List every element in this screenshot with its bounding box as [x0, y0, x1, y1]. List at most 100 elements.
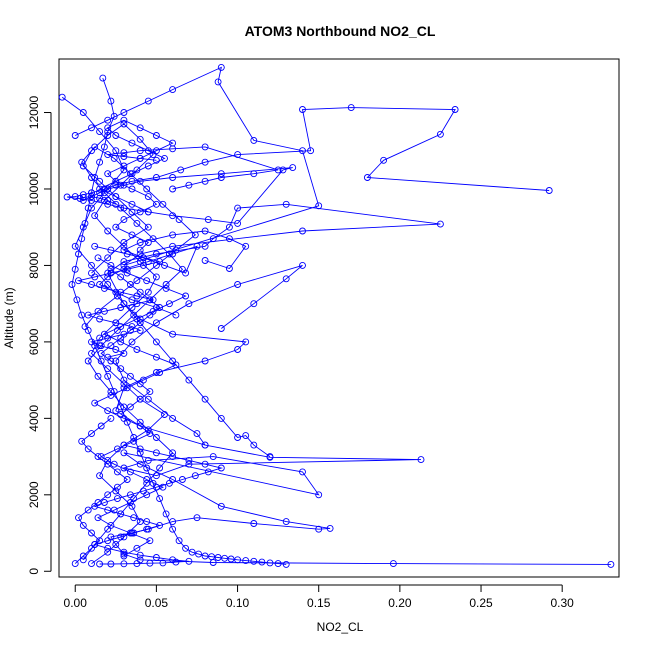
data-point [136, 154, 144, 162]
data-point [234, 346, 242, 353]
data-point [113, 468, 121, 476]
data-point [107, 521, 115, 529]
data-point [143, 185, 151, 193]
data-point [91, 242, 99, 250]
data-point [152, 147, 160, 155]
data-point [117, 334, 125, 342]
data-point [117, 288, 125, 296]
data-point [120, 149, 128, 157]
data-point [234, 556, 242, 564]
data-point [71, 132, 79, 139]
data-point [136, 319, 144, 327]
data-point [193, 242, 201, 250]
data-point [193, 430, 201, 438]
data-point [104, 273, 112, 281]
data-point [112, 288, 120, 296]
data-point [201, 257, 209, 264]
data-point [274, 560, 282, 568]
data-point [152, 250, 160, 258]
data-point [91, 212, 99, 220]
data-point [165, 479, 173, 487]
data-point [88, 560, 95, 568]
series-line [61, 96, 271, 457]
data-point [133, 560, 141, 568]
data-point [139, 254, 147, 262]
data-point [75, 514, 82, 522]
data-point [144, 239, 152, 246]
data-point [227, 555, 235, 563]
data-series [104, 143, 282, 193]
y-tick-label: 8000 [27, 252, 41, 279]
data-point [159, 483, 167, 491]
data-point [188, 548, 196, 556]
data-point [177, 166, 185, 174]
data-point [120, 162, 128, 170]
data-point [136, 422, 144, 430]
data-point [107, 246, 115, 254]
data-point [165, 300, 173, 308]
data-point [172, 361, 180, 369]
data-point [117, 365, 125, 373]
data-point [91, 273, 99, 281]
data-point [234, 281, 242, 288]
data-point [96, 537, 104, 545]
data-point [94, 372, 102, 380]
data-point [146, 537, 154, 545]
data-point [120, 548, 128, 556]
data-point [128, 177, 136, 185]
series-line [115, 264, 303, 446]
data-point [214, 78, 222, 86]
data-point [136, 135, 144, 143]
data-point [152, 156, 160, 164]
data-point [104, 151, 112, 159]
data-point [307, 147, 315, 155]
x-tick-label: 0.15 [307, 596, 331, 610]
data-point [136, 177, 144, 185]
data-point [107, 342, 115, 350]
data-point [133, 544, 141, 552]
data-point [139, 261, 147, 269]
y-axis: 0 2000 4000 6000 8000 10000 12000 [27, 96, 52, 575]
data-series [71, 414, 131, 568]
data-point [146, 559, 154, 567]
data-point [136, 395, 144, 403]
data-point [201, 441, 209, 449]
data-point [120, 239, 128, 246]
data-point [182, 269, 190, 277]
data-point [225, 265, 233, 272]
series-line [100, 268, 161, 415]
y-tick-label: 2000 [27, 481, 41, 508]
data-point [120, 560, 128, 568]
data-point [136, 208, 144, 216]
data-point [128, 502, 136, 510]
data-point [146, 296, 154, 304]
data-point [169, 330, 177, 338]
data-point [185, 181, 193, 189]
data-point [250, 441, 258, 449]
data-point [156, 495, 164, 503]
data-point [326, 524, 334, 532]
data-point [120, 265, 128, 273]
data-point [104, 132, 112, 139]
data-point [242, 338, 250, 346]
data-point [143, 525, 151, 533]
series-line [93, 444, 224, 565]
data-point [126, 491, 134, 499]
data-point [214, 554, 222, 561]
data-point [152, 200, 160, 208]
data-point [107, 265, 115, 273]
data-point [96, 315, 104, 323]
x-tick-label: 0.05 [145, 596, 169, 610]
data-point [217, 464, 225, 472]
data-point [182, 544, 190, 552]
data-point [144, 97, 152, 105]
data-point [107, 560, 115, 568]
data-point [128, 139, 136, 147]
data-point [201, 158, 209, 166]
data-point [136, 380, 144, 388]
data-series [91, 254, 190, 560]
data-point [545, 187, 553, 194]
data-point [120, 349, 128, 357]
data-point [104, 116, 112, 124]
x-tick-label: 0.00 [64, 596, 88, 610]
